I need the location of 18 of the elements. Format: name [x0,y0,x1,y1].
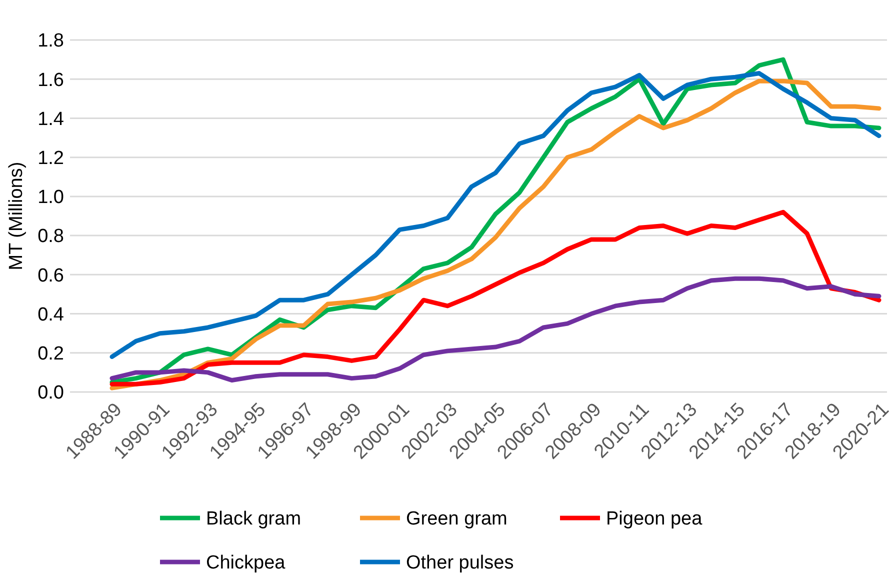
y-tick-label: 1.2 [38,148,64,169]
legend-label: Other pulses [406,552,514,574]
y-tick-label: 0.2 [38,344,64,365]
line-series [110,210,882,386]
legend-label: Pigeon pea [606,508,703,530]
y-tick-label: 0.4 [38,304,64,326]
y-tick-label: 1.4 [38,108,64,130]
y-axis-title: MT (Millions) [6,162,27,270]
y-tick-label: 1.8 [38,30,64,52]
legend-label: Green gram [406,508,508,530]
y-tick-label: 0.6 [38,265,64,286]
y-tick-label: 1.0 [38,187,64,208]
legend-label: Black gram [206,508,302,530]
legend-label: Chickpea [206,552,286,574]
line-series [110,276,882,383]
y-tick-label: 1.6 [38,70,64,91]
y-tick-label: 0.8 [38,226,64,248]
y-tick-label: 0.0 [38,382,64,404]
